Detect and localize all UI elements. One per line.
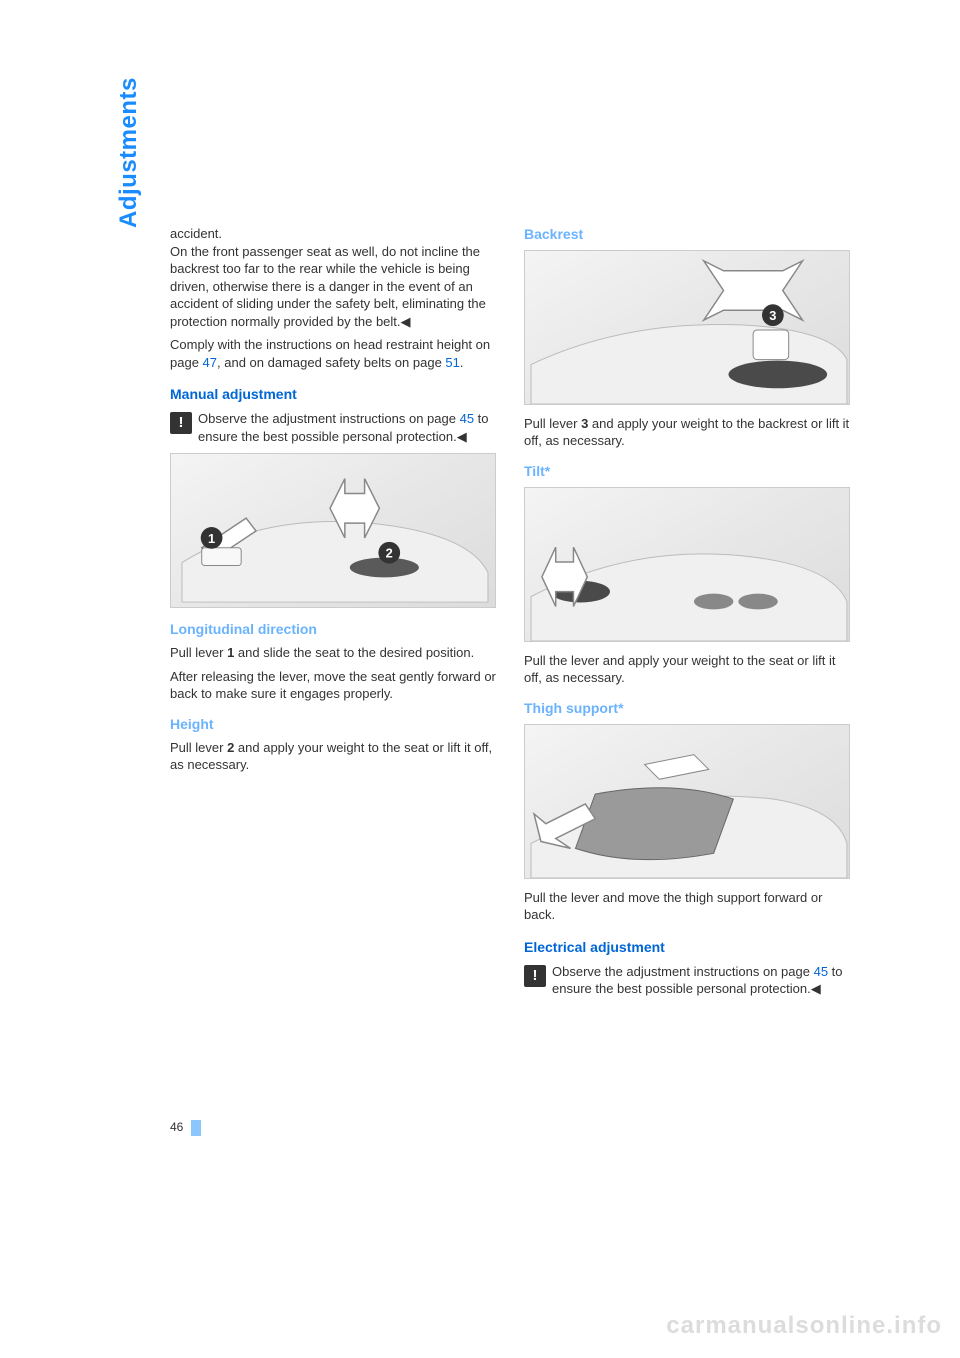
backrest-para: Pull lever 3 and apply your weight to th… <box>524 415 850 450</box>
text: Pull lever <box>524 416 581 431</box>
tilt-para: Pull the lever and apply your weight to … <box>524 652 850 687</box>
text: Observe the adjustment instructions on p… <box>198 411 460 426</box>
intro-para: accident. On the front passenger seat as… <box>170 225 496 330</box>
text: On the front passenger seat as well, do … <box>170 244 486 329</box>
longitudinal-heading: Longitudinal direction <box>170 620 496 639</box>
thigh-heading: Thigh support* <box>524 699 850 718</box>
svg-text:3: 3 <box>769 308 776 323</box>
figure-thigh <box>524 724 850 879</box>
right-column: Backrest 3 Pull lever 3 and apply your w… <box>524 225 850 1006</box>
warning-note: ! Observe the adjustment instructions on… <box>170 410 496 445</box>
warning-icon: ! <box>170 412 192 434</box>
page-link[interactable]: 51 <box>445 355 459 370</box>
end-marker-icon: ◀ <box>401 314 411 329</box>
warning-note: ! Observe the adjustment instructions on… <box>524 963 850 998</box>
page-content: accident. On the front passenger seat as… <box>170 225 850 1006</box>
side-title: Adjustments <box>115 77 143 228</box>
longitudinal-para: Pull lever 1 and slide the seat to the d… <box>170 644 496 662</box>
end-marker-icon: ◀ <box>457 429 467 444</box>
text: and slide the seat to the desired positi… <box>234 645 474 660</box>
text: , and on damaged safety belts on page <box>217 355 445 370</box>
figure-tilt <box>524 487 850 642</box>
warning-icon: ! <box>524 965 546 987</box>
head-restraint-para: Comply with the instructions on head res… <box>170 336 496 371</box>
page-link[interactable]: 47 <box>203 355 217 370</box>
watermark: carmanualsonline.info <box>666 1312 942 1340</box>
page-number: 46 <box>170 1120 201 1136</box>
end-marker-icon: ◀ <box>811 981 821 996</box>
text: Pull lever <box>170 645 227 660</box>
page-number-text: 46 <box>170 1120 183 1134</box>
figure-backrest: 3 <box>524 250 850 405</box>
manual-adjustment-heading: Manual adjustment <box>170 385 496 404</box>
longitudinal-para2: After releasing the lever, move the seat… <box>170 668 496 703</box>
text: Observe the adjustment instructions on p… <box>552 964 814 979</box>
svg-text:2: 2 <box>386 546 393 561</box>
tilt-heading: Tilt* <box>524 462 850 481</box>
electrical-heading: Electrical adjustment <box>524 938 850 957</box>
svg-text:1: 1 <box>208 531 215 546</box>
text: accident. <box>170 226 222 241</box>
columns: accident. On the front passenger seat as… <box>170 225 850 1006</box>
page-link[interactable]: 45 <box>460 411 474 426</box>
height-para: Pull lever 2 and apply your weight to th… <box>170 739 496 774</box>
backrest-heading: Backrest <box>524 225 850 244</box>
height-heading: Height <box>170 715 496 734</box>
page-link[interactable]: 45 <box>814 964 828 979</box>
page-number-bar-icon <box>191 1120 201 1136</box>
text: . <box>460 355 464 370</box>
figure-manual-seat: 1 2 <box>170 453 496 608</box>
text: Pull lever <box>170 740 227 755</box>
left-column: accident. On the front passenger seat as… <box>170 225 496 1006</box>
thigh-para: Pull the lever and move the thigh suppor… <box>524 889 850 924</box>
